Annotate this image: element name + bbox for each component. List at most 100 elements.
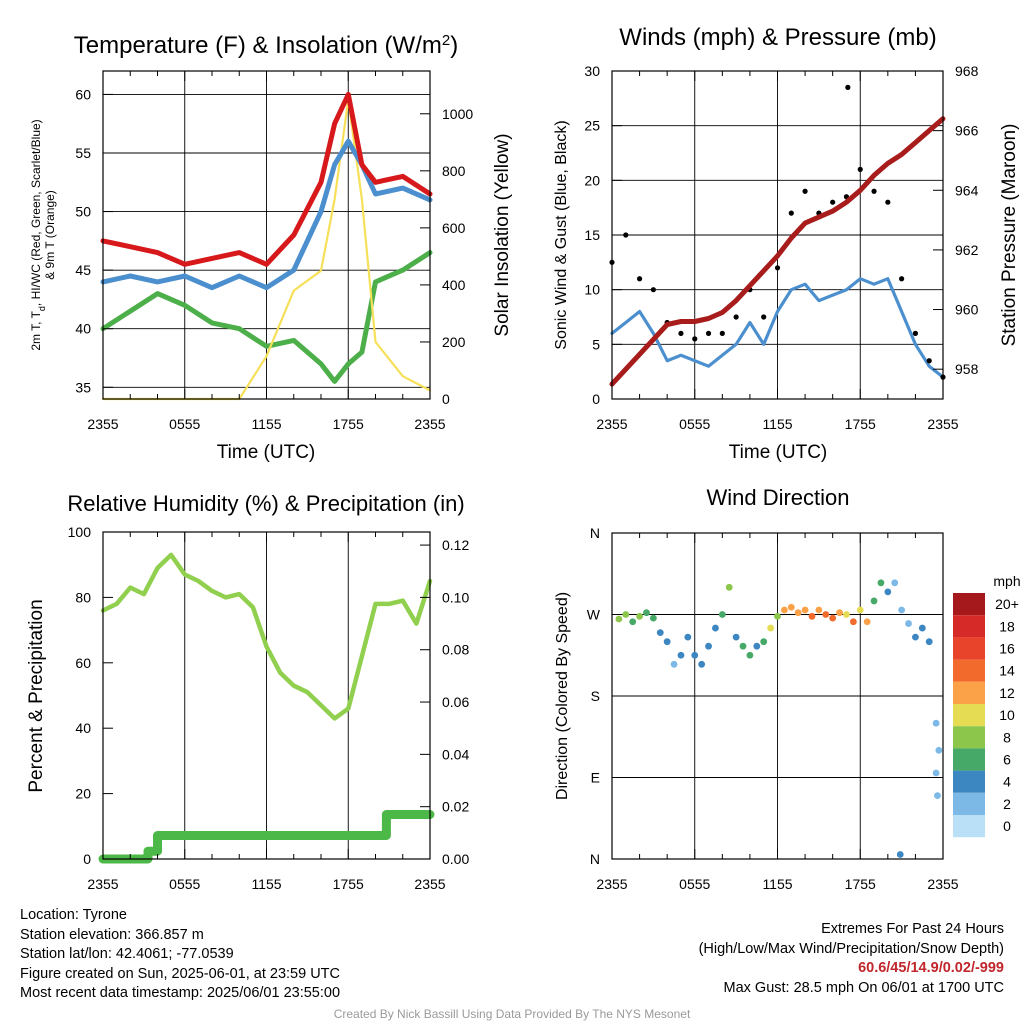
temperature-title-close: ) bbox=[450, 32, 458, 59]
direction-point bbox=[677, 651, 685, 659]
wind-direction-series bbox=[615, 579, 943, 858]
legend-swatch bbox=[953, 726, 985, 749]
left-tick-label: 100 bbox=[68, 524, 92, 540]
direction-point bbox=[649, 614, 657, 622]
left-tick-label: 40 bbox=[75, 321, 91, 337]
left-tick-label: E bbox=[591, 770, 600, 786]
temperature-panel: Temperature (F) & Insolation (W/m2) 2355… bbox=[29, 32, 513, 464]
winds-panel-title: Winds (mph) & Pressure (mb) bbox=[619, 24, 936, 51]
time-tick-label: 1155 bbox=[762, 876, 792, 892]
left-tick-label: 5 bbox=[592, 336, 600, 352]
left-tick-label: 20 bbox=[584, 172, 600, 188]
right-tick-label: 0.02 bbox=[442, 799, 469, 815]
legend-label: 18 bbox=[999, 618, 1015, 634]
direction-point bbox=[884, 588, 892, 596]
direction-point bbox=[863, 618, 871, 626]
legend-swatch bbox=[953, 770, 985, 793]
left-tick-label: 60 bbox=[75, 86, 91, 102]
temperature-ylabel-part-b: , HI/WC (Red, Green, Scarlet/Blue) bbox=[29, 119, 43, 306]
right-tick-label: 962 bbox=[955, 242, 979, 258]
legend-label: 6 bbox=[1003, 752, 1011, 768]
legend-swatch bbox=[953, 637, 985, 660]
temperature-xlabel: Time (UTC) bbox=[217, 442, 316, 463]
legend-label: 16 bbox=[999, 641, 1015, 657]
humidity-ticks: 2355 0555 1155 1755 2355 0 20 40 60 80 100 0.00 0.02… bbox=[68, 524, 470, 892]
left-tick-label: 10 bbox=[584, 282, 600, 298]
extremes-subtitle: (High/Low/Max Wind/Precipitation/Snow De… bbox=[698, 940, 1004, 957]
speed-legend-title: mph bbox=[993, 573, 1020, 589]
time-tick-label: 0555 bbox=[679, 876, 710, 892]
temperature-ylabel-line1: 2m T, Td, HI/WC (Red, Green, Scarlet/Blu… bbox=[29, 119, 47, 350]
direction-point bbox=[925, 638, 933, 646]
right-tick-label: 200 bbox=[442, 334, 466, 350]
recent-data-timestamp: Most recent data timestamp: 2025/06/01 2… bbox=[20, 985, 341, 1001]
winds-plot-frame bbox=[611, 70, 944, 400]
temperature-title-sup: 2 bbox=[442, 32, 450, 49]
wind-direction-ylabel: Direction (Colored By Speed) bbox=[554, 592, 571, 800]
temperature-panel-title: Temperature (F) & Insolation (W/m2) bbox=[74, 32, 458, 60]
right-tick-label: 0.06 bbox=[442, 694, 469, 710]
humidity-series bbox=[98, 552, 435, 864]
direction-point bbox=[622, 611, 630, 618]
left-tick-label: 55 bbox=[75, 145, 91, 161]
left-tick-label: 45 bbox=[75, 262, 91, 278]
direction-point bbox=[698, 660, 706, 668]
gust-point bbox=[802, 188, 808, 194]
right-tick-label: 960 bbox=[955, 302, 979, 318]
temperature-grid bbox=[103, 71, 430, 399]
extremes-values: 60.6/45/14.9/0.02/-999 bbox=[858, 960, 1004, 976]
direction-point bbox=[870, 597, 878, 605]
time-tick-label: 1155 bbox=[251, 416, 281, 432]
gust-point bbox=[926, 358, 932, 364]
station-latlon: Station lat/lon: 42.4061; -77.0539 bbox=[20, 946, 234, 962]
direction-point bbox=[935, 746, 943, 754]
direction-point bbox=[718, 611, 726, 618]
time-tick-label: 1755 bbox=[333, 876, 364, 892]
direction-point bbox=[746, 651, 754, 659]
time-tick-label: 1755 bbox=[333, 416, 364, 432]
direction-point bbox=[739, 642, 747, 650]
right-tick-label: 0.10 bbox=[442, 589, 469, 605]
right-tick-label: 400 bbox=[442, 277, 466, 293]
left-tick-label: 40 bbox=[75, 720, 91, 736]
direction-point bbox=[843, 611, 850, 618]
temp-line bbox=[100, 91, 433, 267]
legend-label: 14 bbox=[999, 663, 1015, 679]
figure-created: Figure created on Sun, 2025-06-01, at 23… bbox=[20, 965, 340, 982]
gust-point bbox=[774, 265, 781, 271]
gust-point bbox=[705, 330, 712, 336]
wind-direction-panel-title: Wind Direction bbox=[706, 485, 849, 510]
wind_chill-line bbox=[100, 138, 433, 291]
gust-point bbox=[857, 166, 863, 172]
time-tick-label: 2355 bbox=[87, 416, 118, 432]
temperature-ylabel-part-a: 2m T, T bbox=[29, 310, 43, 350]
direction-point bbox=[774, 612, 781, 620]
temperature-title-main: Temperature (F) & Insolation (W/m bbox=[74, 32, 442, 59]
legend-label: 0 bbox=[1003, 818, 1011, 834]
direction-point bbox=[912, 633, 919, 641]
direction-point bbox=[780, 606, 788, 614]
direction-point bbox=[629, 618, 637, 626]
legend-label: 4 bbox=[1003, 774, 1011, 790]
max-gust: Max Gust: 28.5 mph On 06/01 at 1700 UTC bbox=[723, 979, 1004, 996]
direction-point bbox=[891, 579, 899, 587]
direction-point bbox=[615, 615, 623, 623]
gust-point bbox=[912, 330, 919, 336]
wind-direction-plot-frame bbox=[611, 532, 944, 860]
direction-point bbox=[643, 609, 650, 617]
direction-point bbox=[753, 642, 761, 650]
direction-point bbox=[760, 638, 768, 646]
right-tick-label: 964 bbox=[955, 182, 979, 198]
direction-point bbox=[705, 642, 712, 650]
credit-line: Created By Nick Bassill Using Data Provi… bbox=[333, 1007, 691, 1021]
gust-point bbox=[733, 314, 739, 320]
time-tick-label: 2355 bbox=[414, 876, 445, 892]
time-tick-label: 1155 bbox=[251, 876, 281, 892]
left-tick-label: W bbox=[587, 607, 601, 623]
gust-point bbox=[830, 199, 836, 205]
right-tick-label: 800 bbox=[442, 163, 466, 179]
speed-color-legend: mph 20+ 18 16 14 12 10 8 6 4 2 0 bbox=[953, 573, 1021, 838]
direction-point bbox=[932, 719, 940, 727]
pressure-line bbox=[609, 116, 946, 387]
